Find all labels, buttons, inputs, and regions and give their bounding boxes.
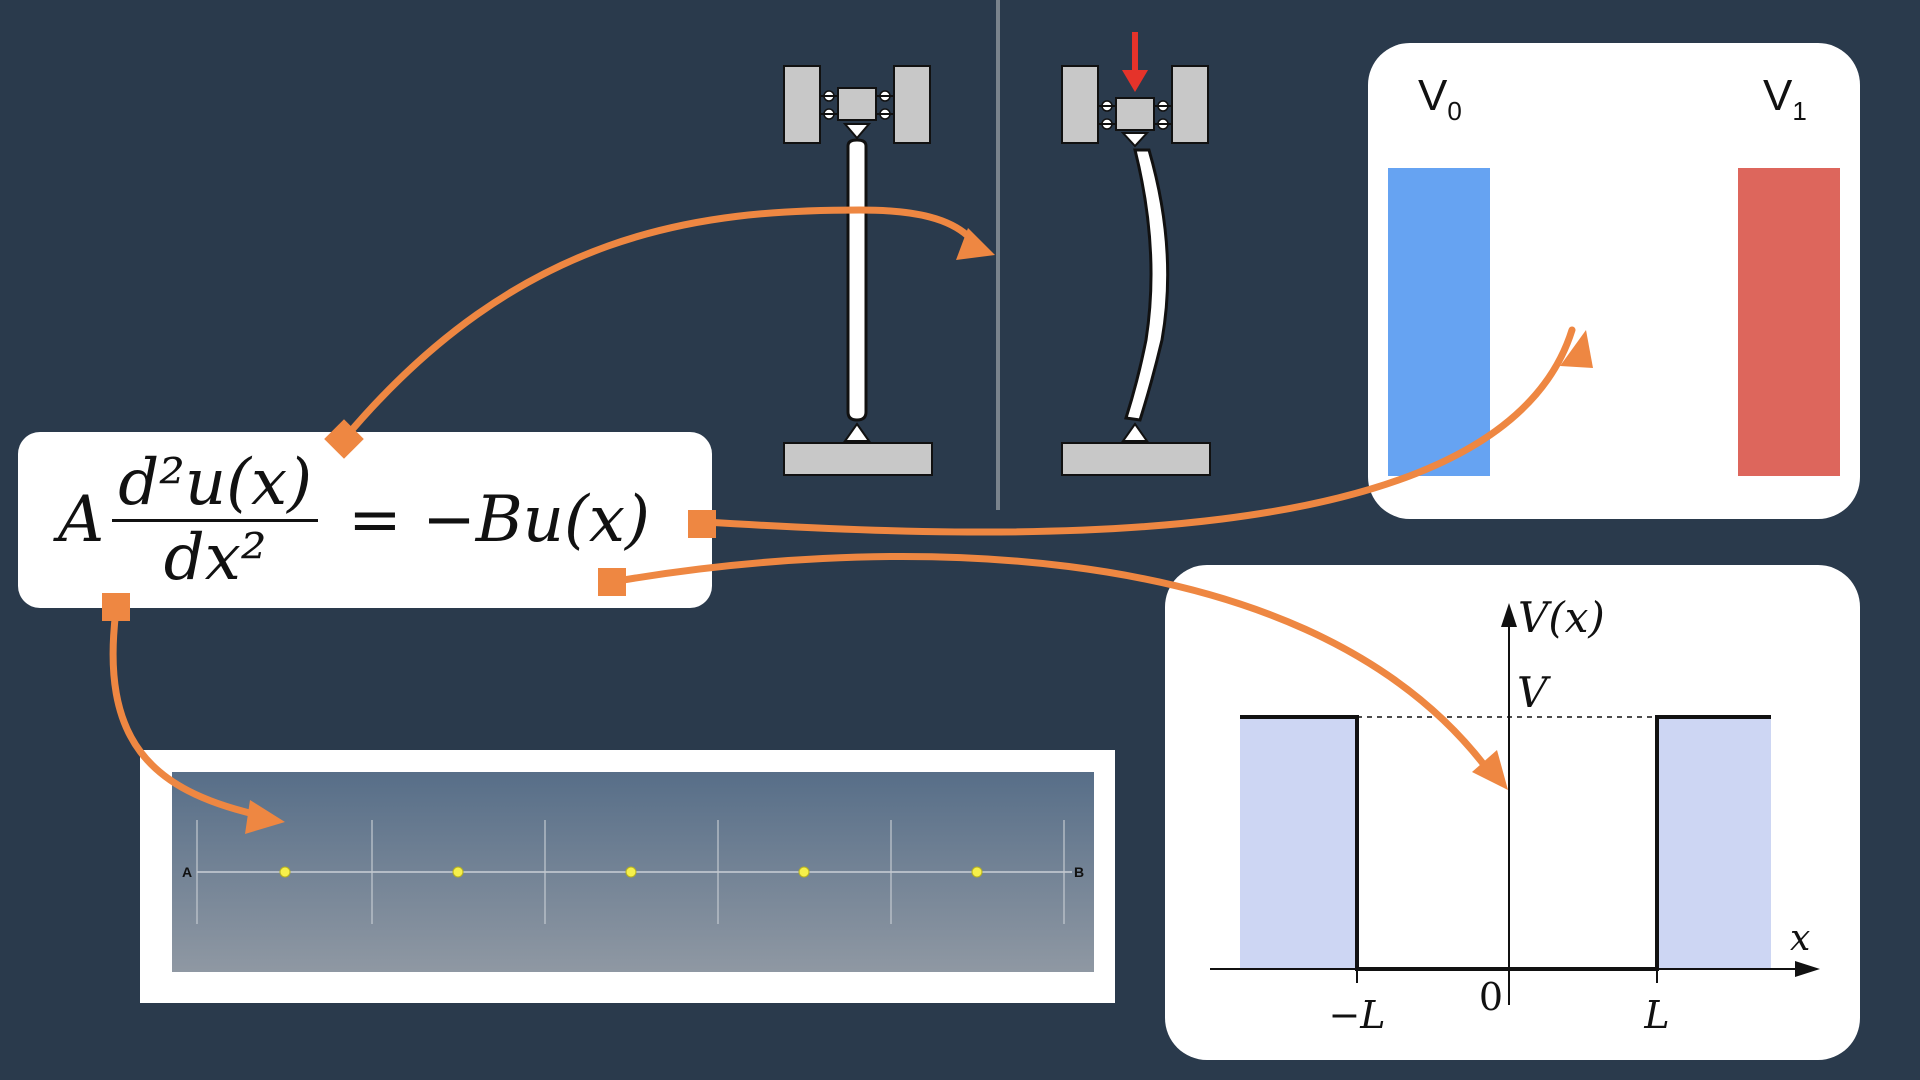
chain-mass <box>971 866 983 878</box>
solar-panel-left <box>1061 65 1099 144</box>
column-strut <box>846 138 868 422</box>
chain-mass <box>452 866 464 878</box>
equation-box: A d²u(x) dx² = −Bu(x) <box>18 432 712 608</box>
load-arrowhead <box>1122 70 1148 92</box>
straight-column <box>783 65 933 476</box>
y-axis-arrowhead <box>1501 603 1517 627</box>
tick-label-neg: −L <box>1328 993 1385 1037</box>
voltage-panel: V0 V1 <box>1368 43 1860 519</box>
satellite-body <box>837 87 877 121</box>
satellite-body <box>1115 97 1155 131</box>
level-label: V <box>1517 668 1551 717</box>
chain-lattice: A B <box>182 820 1084 924</box>
column-base <box>783 442 933 476</box>
chain-mass <box>279 866 291 878</box>
solar-panel-right <box>1171 65 1209 144</box>
chain-mass <box>625 866 637 878</box>
voltage-left-bar <box>1388 168 1490 476</box>
chain-image: A B <box>172 772 1094 972</box>
y-axis-label: V(x) <box>1518 593 1605 642</box>
arrow-to-column <box>341 206 972 442</box>
tick-label-zero: 0 <box>1479 975 1503 1019</box>
chain-mass <box>798 866 810 878</box>
tick-label-pos: L <box>1643 993 1669 1037</box>
buckled-column <box>1061 32 1211 476</box>
equation-rhs: = −Bu(x) <box>348 483 650 557</box>
voltage-right-label: V1 <box>1763 71 1807 126</box>
potential-well-plot: V(x) V x −L 0 L <box>1210 593 1820 1037</box>
equation-denominator: dx² <box>163 520 267 595</box>
arrowhead-column <box>956 228 995 260</box>
column-base <box>1061 442 1211 476</box>
buckled-strut <box>1124 148 1170 422</box>
chain-image-frame: A B <box>140 750 1115 1003</box>
x-axis-label: x <box>1790 918 1810 959</box>
chain-end-a: A <box>182 864 192 880</box>
potential-well-panel: V(x) V x −L 0 L <box>1165 565 1860 1060</box>
well-left-barrier-fill <box>1240 717 1357 969</box>
column-divider <box>996 0 1000 510</box>
voltage-left-label: V0 <box>1418 71 1462 126</box>
voltage-right-bar <box>1738 168 1840 476</box>
equation-coefficient-a: A <box>58 483 105 557</box>
solar-panel-right <box>893 65 931 144</box>
well-right-barrier-fill <box>1657 717 1771 969</box>
equation-fraction: d²u(x) dx² <box>112 451 319 595</box>
chain-end-b: B <box>1074 864 1084 880</box>
equation: A d²u(x) dx² = −Bu(x) <box>58 432 650 608</box>
equation-numerator: d²u(x) <box>112 451 319 522</box>
solar-panel-left <box>783 65 821 144</box>
x-axis-arrowhead <box>1795 961 1820 977</box>
